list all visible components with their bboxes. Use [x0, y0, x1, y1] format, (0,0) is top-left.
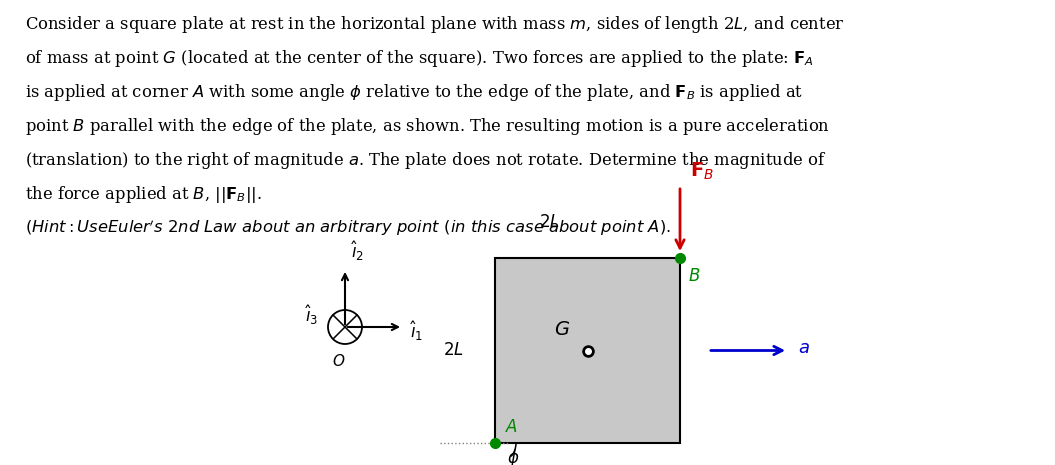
Text: $O$: $O$	[332, 353, 346, 369]
Text: $\hat{\imath}_1$: $\hat{\imath}_1$	[410, 319, 423, 343]
Text: $G$: $G$	[555, 320, 571, 339]
Text: (translation) to the right of magnitude $a$. The plate does not rotate. Determin: (translation) to the right of magnitude …	[25, 150, 826, 171]
Text: $2L$: $2L$	[443, 342, 463, 359]
Bar	[495, 258, 680, 443]
Text: $\phi$: $\phi$	[507, 446, 519, 465]
Text: $2L$: $2L$	[539, 213, 560, 231]
Text: $\hat{\imath}_2$: $\hat{\imath}_2$	[351, 239, 364, 263]
Text: $B$: $B$	[688, 268, 701, 285]
Text: Consider a square plate at rest in the horizontal plane with mass $m$, sides of : Consider a square plate at rest in the h…	[25, 14, 845, 35]
Text: $\hat{\imath}_3$: $\hat{\imath}_3$	[305, 303, 318, 327]
Text: is applied at corner $A$ with some angle $\phi$ relative to the edge of the plat: is applied at corner $A$ with some angle…	[25, 82, 803, 103]
Text: $\mathbf{F}_B$: $\mathbf{F}_B$	[690, 161, 714, 182]
Text: point $B$ parallel with the edge of the plate, as shown. The resulting motion is: point $B$ parallel with the edge of the …	[25, 116, 830, 137]
Text: $\it{(Hint: Use Euler}$$\it{'s\ 2nd\ Law\ about\ an\ arbitrary\ point\ (in\ this: $\it{(Hint: Use Euler}$$\it{'s\ 2nd\ Law…	[25, 218, 671, 238]
Text: $a$: $a$	[798, 339, 810, 357]
Text: the force applied at $B$, $||\mathbf{F}_B||$.: the force applied at $B$, $||\mathbf{F}_…	[25, 184, 262, 205]
Text: of mass at point $G$ (located at the center of the square). Two forces are appli: of mass at point $G$ (located at the cen…	[25, 48, 814, 69]
Text: $A$: $A$	[505, 419, 518, 436]
